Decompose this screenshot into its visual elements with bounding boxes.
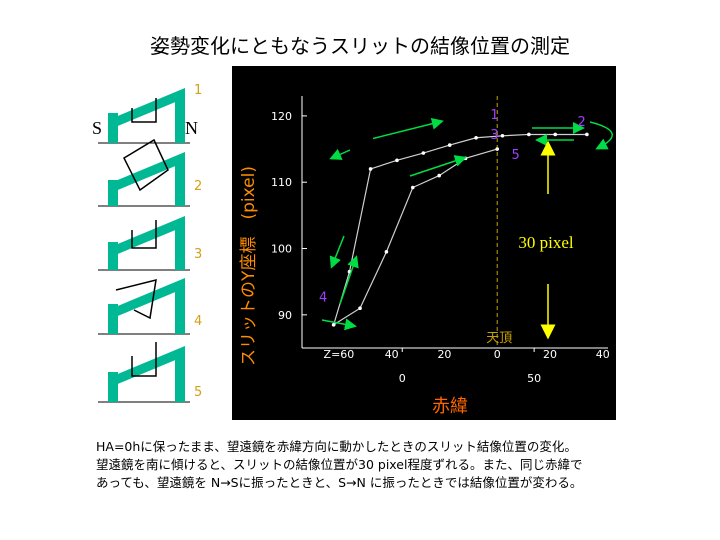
page-title: 姿勢変化にともなうスリットの結像位置の測定 bbox=[150, 34, 570, 58]
zenith-angle-label: 20 bbox=[543, 348, 557, 361]
sequence-label: 2 bbox=[577, 115, 585, 130]
attitude-diagram-5 bbox=[98, 342, 190, 403]
x-axis-label: 赤緯 bbox=[432, 396, 468, 417]
attitude-diagram-2 bbox=[98, 138, 190, 207]
arrow-bottom-right bbox=[321, 318, 357, 331]
data-point bbox=[384, 250, 389, 254]
diagram-number-5: 5 bbox=[194, 385, 202, 400]
chart-panel: スリットのY座標 (pixel) 90 100 110 120 0 50 天頂 Z=60 40 2… bbox=[232, 66, 616, 420]
series-line bbox=[333, 133, 587, 325]
arrow-mid-right bbox=[409, 155, 467, 177]
arrow-upper-right bbox=[372, 117, 444, 140]
data-point bbox=[585, 132, 589, 137]
data-point bbox=[527, 132, 531, 137]
sequence-label: 3 bbox=[490, 128, 498, 143]
series-line bbox=[333, 148, 498, 326]
y-tick-label: 90 bbox=[278, 309, 292, 322]
zenith-angle-label: 40 bbox=[385, 348, 399, 361]
data-series bbox=[331, 132, 589, 327]
zenith-angle-label: 40 bbox=[596, 348, 610, 361]
caption-line-1: HA=0hに保ったまま、望遠鏡を赤緯方向に動かしたときのスリット結像位置の変化。 bbox=[96, 439, 577, 454]
attitude-diagram-3 bbox=[98, 216, 190, 271]
x-tick-label: 50 bbox=[527, 372, 541, 385]
chart-labels: 1 2 3 4 5 bbox=[319, 108, 586, 305]
arrow-turnaround bbox=[589, 121, 613, 150]
y-tick-label: 100 bbox=[271, 243, 292, 256]
data-point bbox=[474, 135, 478, 140]
data-point bbox=[410, 185, 415, 190]
caption-line-3: あっても、望遠鏡を N→Sに振ったときと、S→N に振ったときでは結像位置が変わ… bbox=[96, 475, 583, 490]
zenith-angle-label: 0 bbox=[494, 348, 501, 361]
sequence-label: 1 bbox=[490, 108, 498, 123]
zenith-angle-label: Z=60 bbox=[324, 348, 355, 361]
data-point bbox=[358, 306, 362, 311]
zenith-angle-label: 20 bbox=[437, 348, 451, 361]
diagram-number-1: 1 bbox=[194, 83, 202, 98]
arrow-left bbox=[329, 148, 351, 160]
data-point bbox=[437, 173, 441, 178]
data-point bbox=[500, 133, 505, 138]
y-axis-label: スリットのY座標 (pixel) bbox=[239, 166, 259, 366]
sequence-label: 4 bbox=[319, 291, 327, 306]
attitude-diagram-1 bbox=[98, 88, 190, 144]
attitude-diagram-4 bbox=[98, 278, 190, 335]
range-30-pixel-label: 30 pixel bbox=[518, 233, 574, 252]
data-point bbox=[447, 143, 452, 147]
telescope-attitude-diagrams: S N bbox=[90, 80, 240, 410]
data-point bbox=[421, 151, 426, 155]
data-point bbox=[463, 156, 468, 161]
data-point bbox=[495, 147, 500, 151]
diagram-number-2: 2 bbox=[194, 179, 202, 194]
south-label: S bbox=[92, 118, 103, 138]
plot-axes bbox=[301, 96, 608, 349]
data-point bbox=[331, 322, 336, 327]
sequence-label: 5 bbox=[512, 148, 520, 163]
data-point bbox=[368, 167, 373, 171]
data-point bbox=[553, 132, 558, 137]
arrow-lower-down bbox=[329, 235, 345, 269]
zenith-label: 天頂 bbox=[486, 331, 512, 346]
north-label: N bbox=[185, 118, 198, 138]
axis-ticks: 90 100 110 120 0 50 天頂 Z=60 40 20 0 20 40 bbox=[271, 96, 610, 385]
attitude-diagram-svg: 1 2 3 4 5 bbox=[98, 83, 202, 403]
direction-arrows bbox=[321, 117, 613, 331]
x-tick-label: 0 bbox=[399, 372, 406, 385]
diagram-number-4: 4 bbox=[194, 314, 202, 329]
caption: HA=0hに保ったまま、望遠鏡を赤緯方向に動かしたときのスリット結像位置の変化。… bbox=[96, 438, 696, 492]
data-point bbox=[395, 158, 399, 163]
diagram-number-3: 3 bbox=[194, 247, 202, 262]
y-tick-label: 120 bbox=[271, 110, 292, 123]
arrow-lower-up bbox=[339, 255, 359, 305]
caption-line-2: 望遠鏡を南に傾けると、スリットの結像位置が30 pixel程度ずれる。また、同じ… bbox=[96, 457, 583, 472]
y-tick-label: 110 bbox=[271, 176, 292, 189]
